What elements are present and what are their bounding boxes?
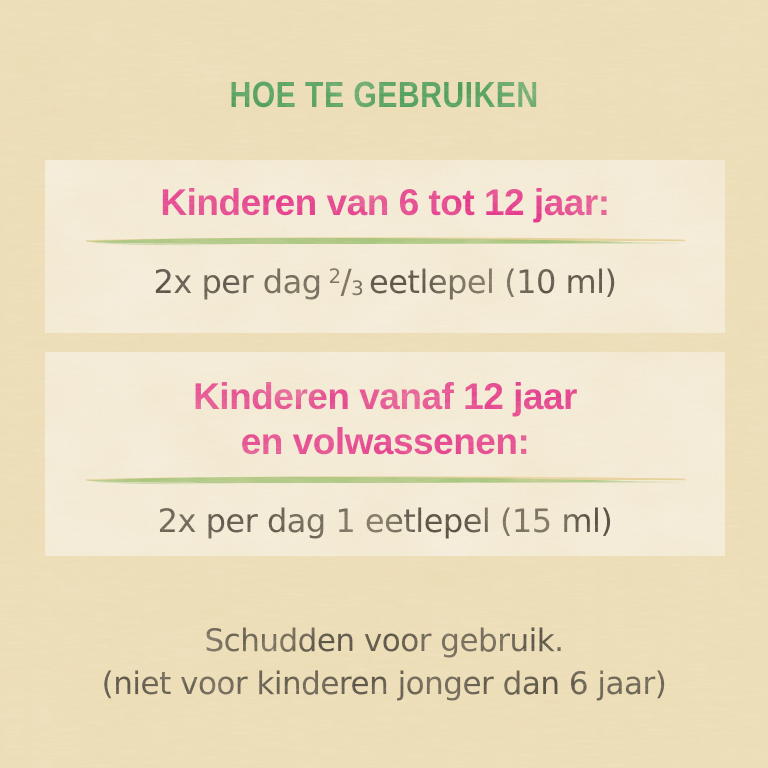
page-title-text: HOE TE GEBRUIKEN (229, 74, 539, 115)
footer-line-shake: Schudden voor gebruik. (204, 623, 564, 659)
dosage-before: 2x per dag (153, 263, 322, 301)
dosage-after: eetlepel (10 ml) (369, 263, 617, 301)
panel-heading-line: Kinderen van 6 tot 12 jaar: (160, 182, 610, 223)
brush-underline (86, 476, 686, 485)
fraction-two-thirds: 2/3 (329, 262, 364, 307)
dosage-panel-adults: Kinderen vanaf 12 jaar en volwassenen: 2… (45, 352, 725, 556)
dosage-panel-children-6-12: Kinderen van 6 tot 12 jaar: 2x per dag 2/… (45, 160, 725, 333)
dosage-text: 2x per dag 2/3 eetlepel (10 ml) (45, 262, 725, 307)
panel-heading-line: en volwassenen: (240, 421, 530, 462)
footer-line-age-warning: (niet voor kinderen jonger dan 6 jaar) (101, 666, 667, 702)
brush-underline (86, 237, 686, 246)
footer-note: Schudden voor gebruik. (niet voor kinder… (0, 620, 768, 706)
dosage-line: 2x per dag 1 eetlepel (15 ml) (157, 502, 613, 540)
fraction-slash: / (340, 263, 352, 301)
panel-heading: Kinderen vanaf 12 jaar en volwassenen: (45, 374, 725, 464)
dosage-text: 2x per dag 1 eetlepel (15 ml) (45, 501, 725, 541)
panel-heading: Kinderen van 6 tot 12 jaar: (45, 180, 725, 225)
fraction-denominator: 3 (351, 277, 364, 301)
panel-heading-line: Kinderen vanaf 12 jaar (193, 376, 577, 417)
fraction-numerator: 2 (328, 265, 342, 289)
page-title: HOE TE GEBRUIKEN (0, 74, 768, 116)
